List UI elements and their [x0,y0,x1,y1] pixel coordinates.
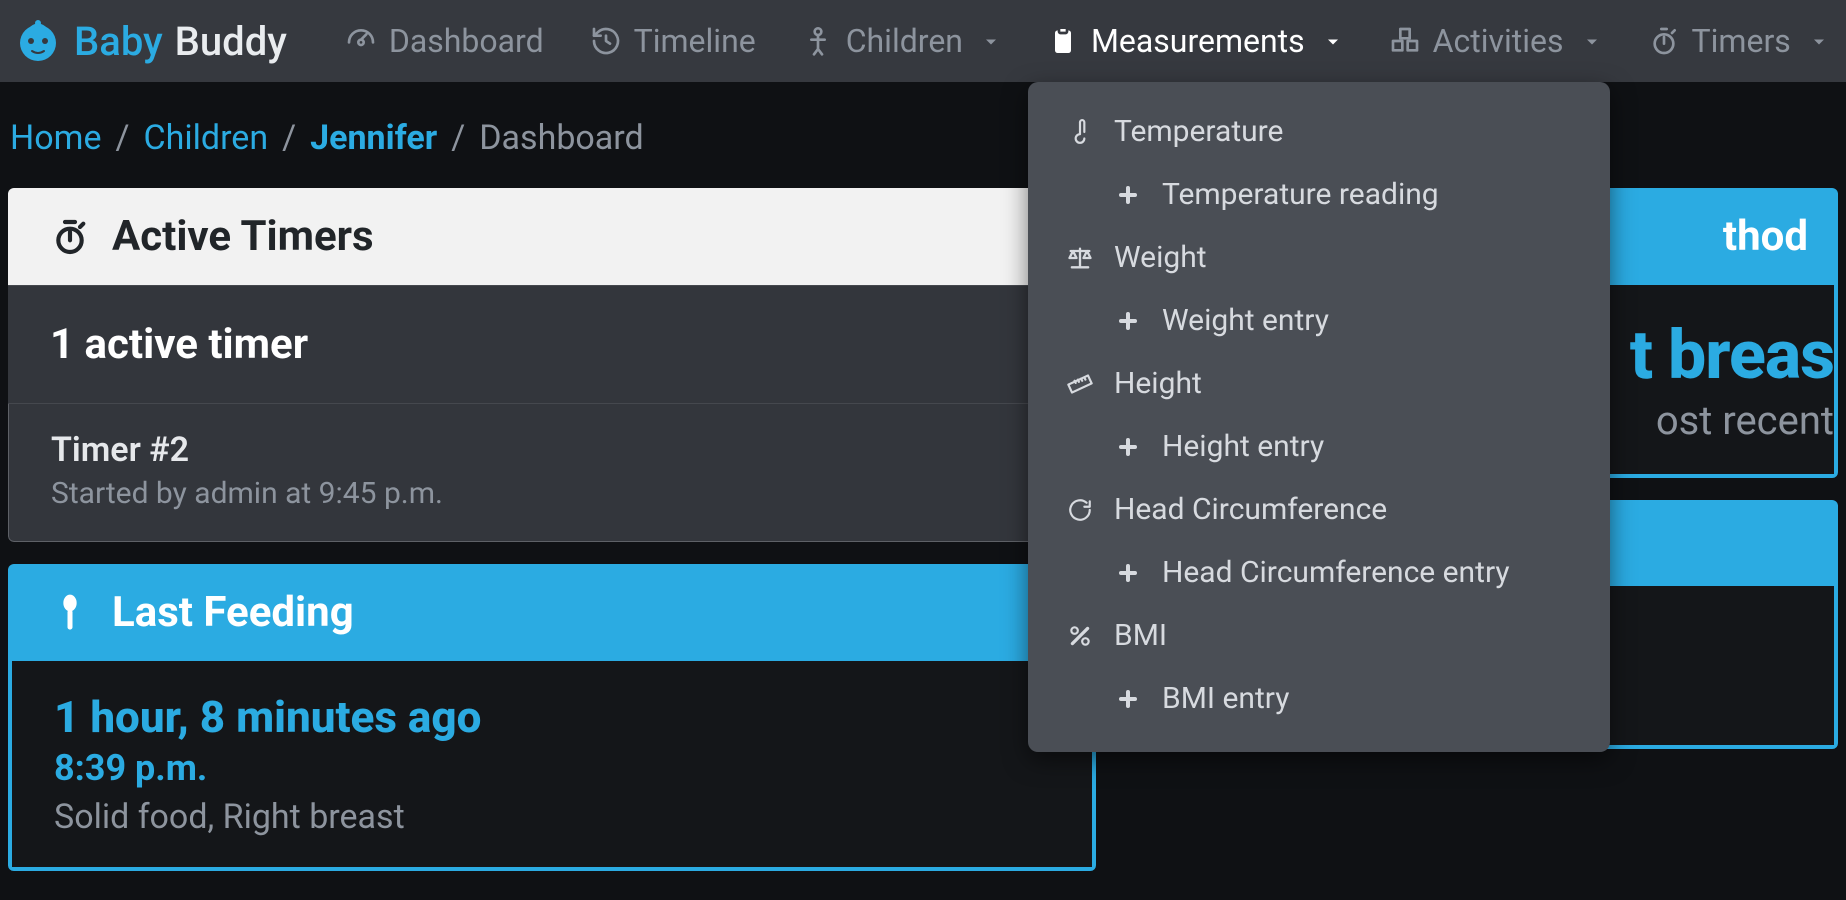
menu-bmi-add-label: BMI entry [1162,681,1289,716]
last-feeding-time: 8:39 p.m. [54,747,1050,789]
history-icon [590,25,622,57]
clipboard-icon [1047,25,1079,57]
thermometer-icon [1064,119,1096,145]
menu-temperature-label: Temperature [1114,114,1283,149]
menu-height-label: Height [1114,366,1202,401]
menu-temperature-add[interactable]: Temperature reading [1028,163,1610,226]
active-timers-title: Active Timers [112,212,374,261]
nav-timeline[interactable]: Timeline [572,14,774,68]
nav-activities-label: Activities [1433,22,1564,60]
feeding-method-title: thod [1723,212,1808,261]
plus-icon [1112,435,1144,459]
menu-weight-add[interactable]: Weight entry [1028,289,1610,352]
menu-height-add-label: Height entry [1162,429,1324,464]
menu-temperature[interactable]: Temperature [1028,100,1610,163]
crumb-child[interactable]: Jennifer [310,118,437,158]
brand-text-baby: Baby [74,18,163,65]
menu-headcirc-label: Head Circumference [1114,492,1387,527]
menu-weight-add-label: Weight entry [1162,303,1329,338]
last-feeding-card: Last Feeding 1 hour, 8 minutes ago 8:39 … [8,564,1096,871]
menu-headcirc[interactable]: Head Circumference [1028,478,1610,541]
menu-weight[interactable]: Weight [1028,226,1610,289]
chevron-down-icon [1582,22,1602,60]
chevron-down-icon [981,22,1001,60]
last-feeding-ago: 1 hour, 8 minutes ago [54,691,1050,743]
brand[interactable]: Baby Buddy [14,17,287,65]
scale-icon [1064,244,1096,272]
nav-children[interactable]: Children [784,14,1019,68]
crumb-children[interactable]: Children [144,118,269,158]
circle-arrow-icon [1064,497,1096,523]
brand-text-buddy: Buddy [175,18,287,65]
chevron-down-icon [1809,22,1829,60]
stopwatch-icon [50,217,90,257]
breadcrumb-separator: / [282,118,296,158]
active-timers-summary: 1 active timer [8,285,1096,404]
last-feeding-body: 1 hour, 8 minutes ago 8:39 p.m. Solid fo… [8,661,1096,871]
chevron-down-icon [1323,22,1343,60]
crumb-current: Dashboard [479,118,643,158]
last-feeding-header: Last Feeding [8,564,1096,661]
blocks-icon [1389,25,1421,57]
navbar: Baby Buddy Dashboard Timeline Children M… [0,0,1846,82]
nav-measurements[interactable]: Measurements [1029,14,1361,68]
menu-headcirc-add-label: Head Circumference entry [1162,555,1510,590]
menu-bmi-label: BMI [1114,618,1167,653]
plus-icon [1112,183,1144,207]
crumb-home[interactable]: Home [10,118,102,158]
plus-icon [1112,561,1144,585]
timer-item-title: Timer #2 [51,430,1053,470]
plus-icon [1112,687,1144,711]
menu-headcirc-add[interactable]: Head Circumference entry [1028,541,1610,604]
last-feeding-title: Last Feeding [112,588,354,637]
menu-height-add[interactable]: Height entry [1028,415,1610,478]
timer-item[interactable]: Timer #2 Started by admin at 9:45 p.m. [8,404,1096,542]
nav-timers[interactable]: Timers [1630,14,1846,68]
active-timers-header: Active Timers [8,188,1096,285]
nav-dashboard-label: Dashboard [389,22,544,60]
percent-icon [1064,623,1096,649]
breadcrumb-separator: / [451,118,465,158]
menu-height[interactable]: Height [1028,352,1610,415]
nav-children-label: Children [846,22,963,60]
stopwatch-icon [1648,25,1680,57]
plus-icon [1112,309,1144,333]
ruler-icon [1064,371,1096,397]
nav-activities[interactable]: Activities [1371,14,1620,68]
menu-bmi-add[interactable]: BMI entry [1028,667,1610,730]
nav-measurements-label: Measurements [1091,22,1305,60]
measurements-dropdown: Temperature Temperature reading Weight W… [1028,82,1610,752]
nav-timeline-label: Timeline [634,22,756,60]
menu-weight-label: Weight [1114,240,1207,275]
active-timers-card: Active Timers 1 active timer Timer #2 St… [8,188,1096,542]
spoon-icon [50,593,90,633]
last-feeding-detail: Solid food, Right breast [54,797,1050,837]
dashboard-icon [345,25,377,57]
timer-item-subtitle: Started by admin at 9:45 p.m. [51,476,1053,511]
breadcrumb-separator: / [116,118,130,158]
brand-logo-icon [14,17,62,65]
nav-dashboard[interactable]: Dashboard [327,14,562,68]
menu-temperature-add-label: Temperature reading [1162,177,1439,212]
nav-timers-label: Timers [1692,22,1791,60]
child-icon [802,25,834,57]
menu-bmi[interactable]: BMI [1028,604,1610,667]
